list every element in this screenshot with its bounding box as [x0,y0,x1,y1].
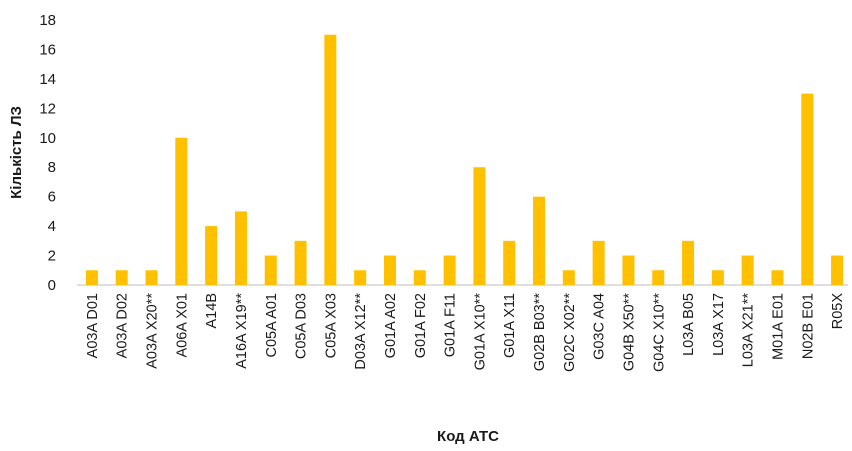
x-tick-label: C05A A01 [264,293,280,358]
y-tick-label: 4 [48,218,56,235]
bar [383,255,396,285]
bar [592,240,605,285]
bar [533,196,546,285]
x-tick-label: C05A X03 [323,293,339,358]
x-tick-label: R05X [830,293,846,330]
bar [85,270,98,285]
bar [771,270,784,285]
y-tick-label: 12 [39,100,56,117]
y-tick-label: 18 [39,12,56,29]
y-tick-label: 8 [48,159,56,176]
x-tick-label: G01A X10** [472,293,488,371]
x-tick-label: A06A X01 [174,293,190,358]
x-tick-label: G04C X10** [651,293,667,372]
x-tick-label: L03A B05 [681,293,697,356]
x-tick-label: G01A X11 [502,293,518,358]
bar [294,240,307,285]
bar [801,93,814,285]
bar [205,226,218,285]
x-tick-label: G01A A02 [383,293,399,358]
bar [175,137,188,285]
x-tick-label: A03A D01 [85,293,101,358]
x-axis-title: Код АТС [437,428,499,445]
bar [652,270,665,285]
bars [85,34,844,285]
x-tick-label: C05A D03 [294,293,310,359]
bar [324,34,337,285]
bar [503,240,516,285]
bar [115,270,128,285]
x-tick-label: G02C X02** [562,293,578,372]
bar [622,255,635,285]
x-tick-label: M01A E01 [770,293,786,360]
x-tick-label: G04B X50** [621,293,637,372]
y-tick-label: 0 [48,277,56,294]
x-axis-labels: A03A D01 A03A D02 A03A X20** A06A X01 A14B A1… [85,293,846,372]
bar [413,270,426,285]
bar [562,270,575,285]
y-tick-label: 16 [39,41,56,58]
bar [831,255,844,285]
x-tick-label: A14B [204,293,220,328]
x-tick-label: A03A X20** [145,293,161,369]
y-tick-label: 14 [39,71,56,88]
x-tick-label: L03A X21** [741,293,757,368]
x-tick-label: G01A F11 [443,293,459,357]
x-tick-label: D03A X12** [353,293,369,370]
bar [234,211,247,285]
bar [264,255,277,285]
y-tick-label: 6 [48,189,56,206]
x-tick-label: G01A F02 [413,293,429,358]
x-tick-label: L03A X17 [711,293,727,356]
x-tick-label: G02B B03** [532,293,548,372]
bar [682,240,695,285]
y-tick-label: 2 [48,248,56,265]
bar [473,167,486,285]
y-tick-label: 10 [39,130,56,147]
x-tick-label: N02B E01 [800,293,816,359]
bar [145,270,158,285]
x-tick-label: A03A D02 [115,293,131,358]
bar [741,255,754,285]
bar [711,270,724,285]
bar [443,255,456,285]
x-tick-label: G03C A04 [592,293,608,360]
bar [354,270,367,285]
y-axis-ticks: 0 2 4 6 8 10 12 14 16 18 [39,12,56,294]
y-axis-title: Кількість ЛЗ [8,106,25,199]
x-tick-label: A16A X19** [234,293,250,369]
